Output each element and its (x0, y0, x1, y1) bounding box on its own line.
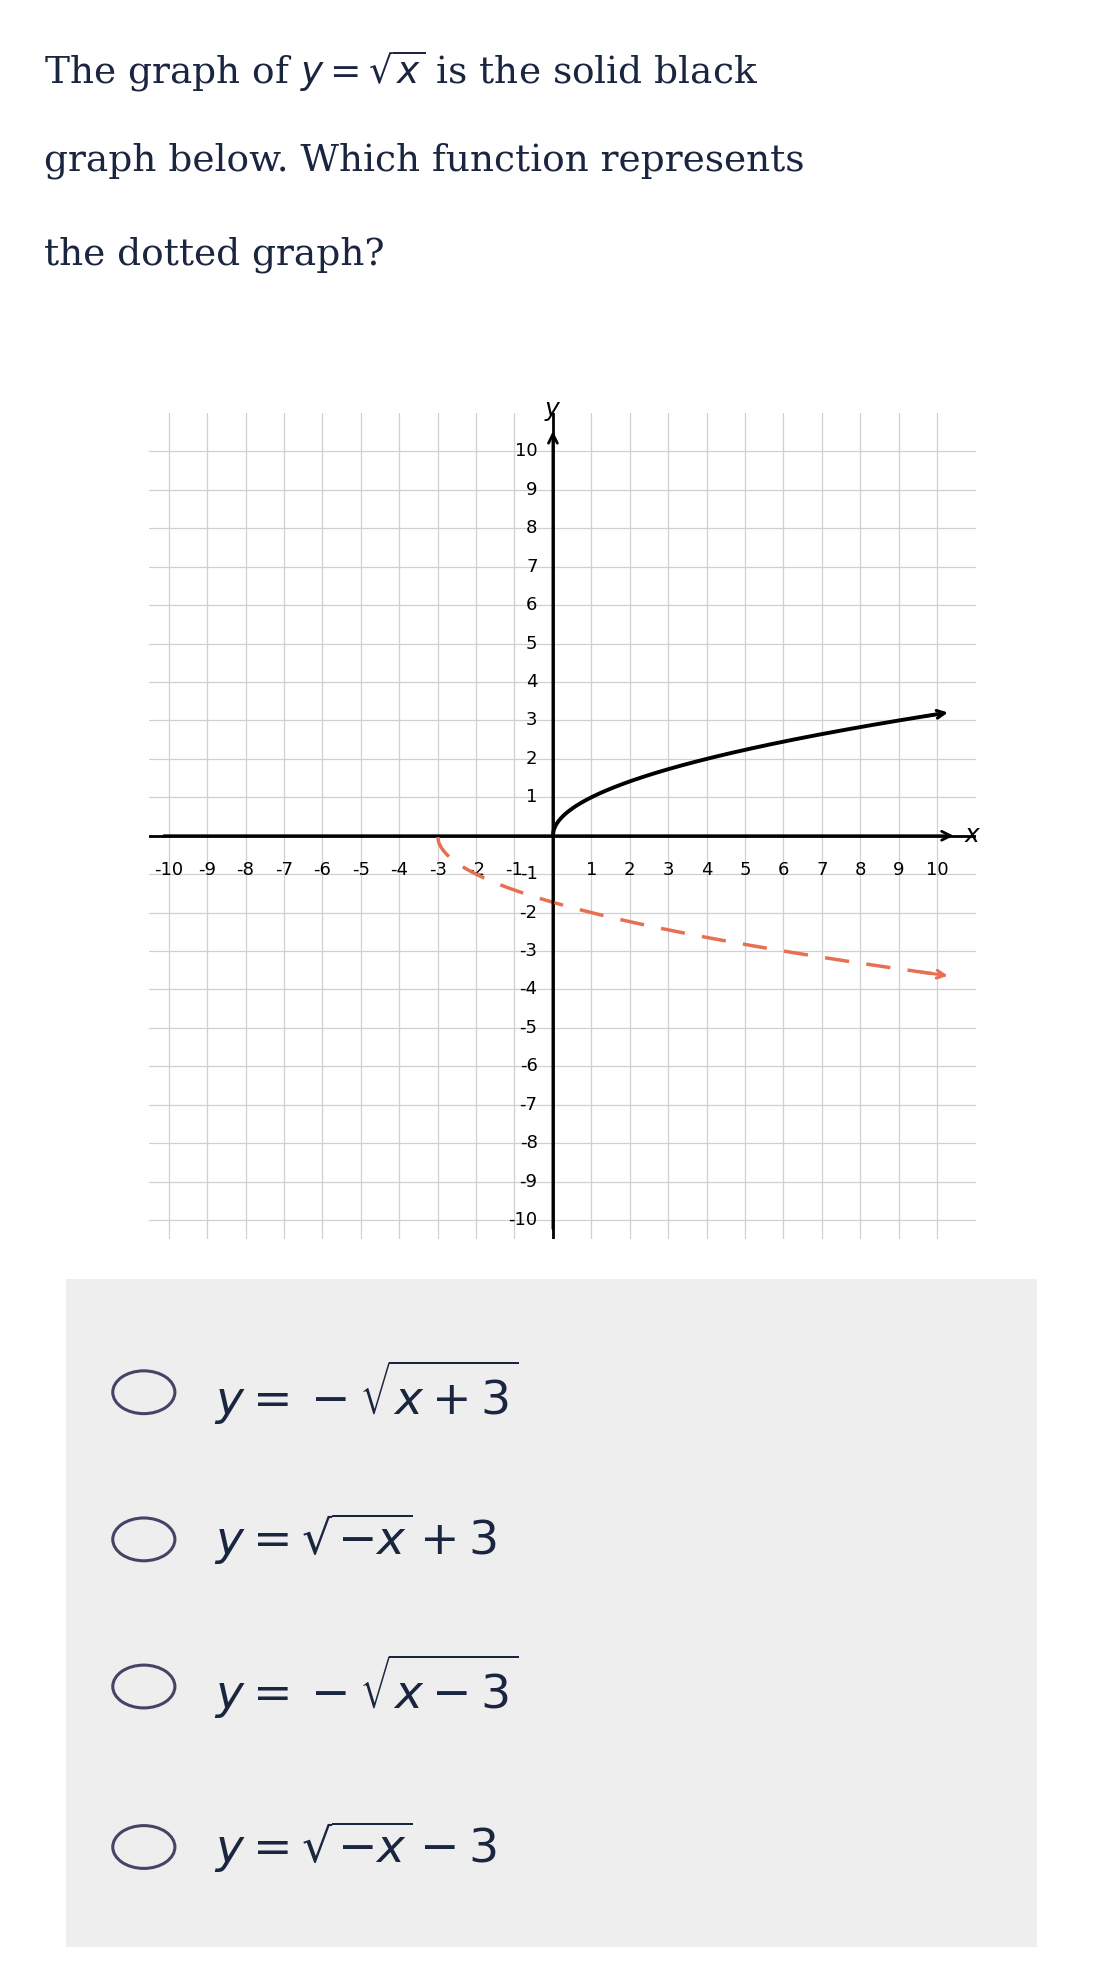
Text: -8: -8 (236, 862, 255, 879)
Text: 1: 1 (586, 862, 597, 879)
Text: -10: -10 (154, 862, 183, 879)
Text: 7: 7 (526, 559, 537, 576)
FancyBboxPatch shape (56, 1273, 1047, 1953)
Text: $y$: $y$ (544, 399, 561, 423)
Text: 6: 6 (526, 596, 537, 614)
Text: -1: -1 (505, 862, 524, 879)
Text: 2: 2 (624, 862, 635, 879)
Text: 10: 10 (515, 443, 537, 460)
Text: 5: 5 (739, 862, 751, 879)
Text: $y = \sqrt{-x}-3$: $y = \sqrt{-x}-3$ (214, 1819, 496, 1875)
Text: 8: 8 (855, 862, 866, 879)
Text: -10: -10 (508, 1212, 537, 1229)
Text: -1: -1 (520, 865, 537, 883)
Text: the dotted graph?: the dotted graph? (44, 236, 385, 273)
Text: -9: -9 (199, 862, 216, 879)
Text: -9: -9 (520, 1172, 537, 1190)
Text: -7: -7 (520, 1096, 537, 1113)
Text: 1: 1 (526, 789, 537, 806)
Text: -2: -2 (467, 862, 485, 879)
Text: $y = -\sqrt{x-3}$: $y = -\sqrt{x-3}$ (214, 1652, 517, 1721)
Text: -8: -8 (520, 1135, 537, 1153)
Text: -5: -5 (352, 862, 370, 879)
Text: 4: 4 (700, 862, 713, 879)
Text: $x$: $x$ (964, 824, 982, 848)
Text: -5: -5 (520, 1019, 537, 1037)
Text: 9: 9 (526, 480, 537, 500)
Text: $y = -\sqrt{x+3}$: $y = -\sqrt{x+3}$ (214, 1357, 517, 1426)
Text: -4: -4 (520, 980, 537, 999)
Text: 4: 4 (526, 673, 537, 690)
Text: $y = \sqrt{-x}+3$: $y = \sqrt{-x}+3$ (214, 1511, 496, 1568)
Text: -3: -3 (520, 942, 537, 960)
Text: graph below. Which function represents: graph below. Which function represents (44, 144, 804, 179)
Text: 8: 8 (526, 519, 537, 537)
Text: -4: -4 (390, 862, 408, 879)
Text: 6: 6 (778, 862, 789, 879)
Text: 3: 3 (526, 712, 537, 730)
Text: 9: 9 (893, 862, 904, 879)
Text: -6: -6 (313, 862, 331, 879)
Text: The graph of $y = \sqrt{x}$ is the solid black: The graph of $y = \sqrt{x}$ is the solid… (44, 49, 759, 94)
Text: -3: -3 (429, 862, 447, 879)
Text: 5: 5 (526, 635, 537, 653)
Text: 10: 10 (925, 862, 949, 879)
Text: 3: 3 (663, 862, 674, 879)
Text: -2: -2 (520, 903, 537, 923)
Text: -7: -7 (275, 862, 293, 879)
Text: -6: -6 (520, 1058, 537, 1076)
Text: 2: 2 (526, 749, 537, 767)
Text: 7: 7 (816, 862, 827, 879)
